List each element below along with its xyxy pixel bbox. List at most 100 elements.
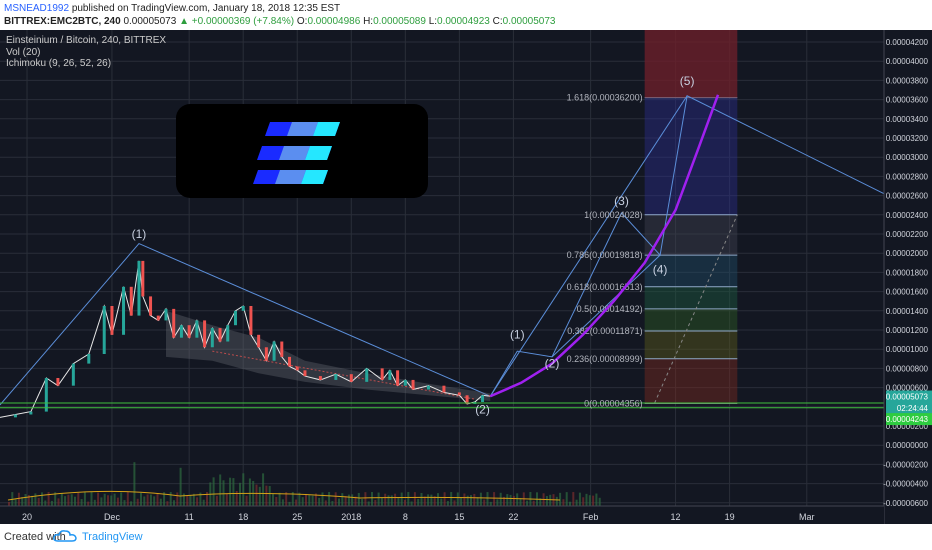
low-label: L: — [428, 16, 438, 27]
candle — [179, 325, 183, 338]
volume-bar — [136, 498, 139, 506]
volume-bar — [123, 500, 126, 506]
low-value: 0.00004923 — [437, 16, 490, 27]
volume-bar — [460, 497, 463, 506]
volume-bar — [37, 498, 40, 506]
candle — [303, 370, 307, 377]
volume-bar — [8, 502, 10, 506]
price-tag-bg — [886, 402, 932, 415]
candle — [318, 376, 322, 380]
price-tick-label: 0.00000200 — [886, 422, 929, 431]
volume-bar — [357, 492, 360, 506]
volume-bar — [116, 497, 119, 506]
volume-bar — [103, 493, 106, 506]
volume-bar — [314, 493, 317, 506]
time-tick-label: 25 — [292, 512, 302, 522]
volume-bar — [341, 493, 344, 506]
chart-header: MSNEAD1992 published on TradingView.com,… — [0, 0, 932, 30]
author-link[interactable]: MSNEAD1992 — [4, 3, 70, 14]
price-tick-label: 0.00003600 — [886, 96, 929, 105]
candle — [71, 363, 75, 386]
volume-bar — [493, 492, 496, 506]
volume-bar — [288, 501, 291, 506]
price-axis[interactable]: 0.00004200 0.00004000 0.00003800 0.00003600… — [883, 38, 928, 508]
volume-bar — [423, 496, 426, 506]
volume-bar — [380, 497, 383, 506]
volume-bar — [427, 494, 430, 506]
price-tag-bg — [886, 390, 932, 403]
volume-bar — [222, 480, 225, 506]
candle — [264, 347, 268, 361]
volume-bar — [64, 496, 67, 506]
time-tick-label: 12 — [671, 512, 681, 522]
price-tick-label: 0.00003200 — [886, 134, 929, 143]
time-axis[interactable]: 20 Dec 11 18 25 2018 8 15 22 Feb 12 19 Mar — [22, 512, 815, 522]
fib-level-label: 0.236(0.00008999) — [567, 354, 643, 364]
volume-bar — [539, 498, 542, 506]
volume-bar — [50, 500, 53, 506]
volume-bar — [93, 499, 96, 506]
price-tick-label: 0.00004000 — [886, 57, 929, 66]
volume-bar — [14, 499, 17, 506]
candle — [334, 374, 338, 380]
price-tick-label: 0.00003400 — [886, 115, 929, 124]
published-text: published on TradingView.com, January 18… — [71, 3, 341, 14]
candle — [141, 260, 145, 297]
volume-bar — [17, 492, 20, 506]
candle — [129, 286, 133, 316]
volume-bar — [173, 500, 175, 506]
candle — [380, 368, 384, 380]
candle — [13, 414, 17, 418]
time-tick-label: 22 — [508, 512, 518, 522]
time-tick-label: Feb — [583, 512, 599, 522]
volume-bar — [443, 492, 446, 506]
price-tag-bg — [886, 413, 932, 426]
volume-bar — [367, 501, 370, 506]
fib-zone — [644, 214, 738, 256]
volume-bar — [225, 493, 228, 506]
parabolic-curve — [489, 94, 720, 398]
volume-bar — [202, 499, 205, 506]
volume-bar — [219, 474, 222, 506]
time-tick-label: 15 — [454, 512, 464, 522]
volume-bar — [83, 492, 86, 506]
volume-bar — [440, 498, 443, 506]
volume-bar — [232, 478, 235, 506]
fib-zone — [644, 330, 738, 359]
candle — [233, 310, 237, 326]
volume-bar — [347, 494, 350, 506]
volume-bar — [169, 492, 172, 506]
volume-bar — [565, 492, 568, 506]
fib-level-label: 0.382(0.00011871) — [567, 326, 642, 336]
volume-bar — [44, 500, 47, 506]
fib-level-label: 0.5(0.00014192) — [577, 304, 643, 314]
volume-bar — [387, 495, 390, 506]
volume-bar — [344, 496, 347, 506]
candle — [156, 315, 160, 321]
price-chart[interactable]: 0(0.00004356) 0.236(0.00008999) 0.382(0.00… — [0, 30, 932, 524]
volume-legend: Vol (20) — [6, 47, 41, 58]
volume-bar — [413, 492, 416, 506]
volume-bar — [404, 499, 406, 506]
tradingview-logo-icon — [53, 530, 77, 542]
volume-bar — [400, 492, 403, 506]
volume-bar — [318, 497, 321, 506]
volume-bar — [248, 478, 251, 506]
volume-bar — [503, 496, 505, 506]
fib-zone — [644, 97, 738, 215]
volume-bar — [229, 477, 232, 506]
tradingview-link[interactable]: TradingView — [82, 531, 143, 543]
volume-bar — [420, 492, 423, 506]
volume-bar — [582, 497, 585, 506]
volume-bar — [555, 496, 558, 506]
volume-bar — [354, 496, 357, 506]
price-tick-label: 0.00001800 — [886, 268, 929, 277]
volume-bar — [374, 499, 377, 506]
price-tick-label: 0.00000000 — [886, 441, 929, 450]
volume-bar — [499, 492, 502, 506]
volume-bar — [87, 501, 90, 506]
candle — [426, 385, 430, 390]
volume-bar — [463, 493, 466, 506]
symbol-label: BITTREX:EMC2BTC, 240 — [4, 16, 121, 27]
candle — [396, 370, 400, 386]
